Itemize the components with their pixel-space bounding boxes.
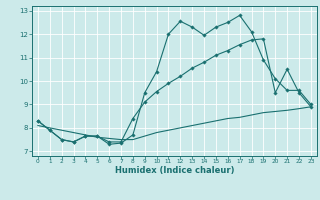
X-axis label: Humidex (Indice chaleur): Humidex (Indice chaleur)	[115, 166, 234, 175]
